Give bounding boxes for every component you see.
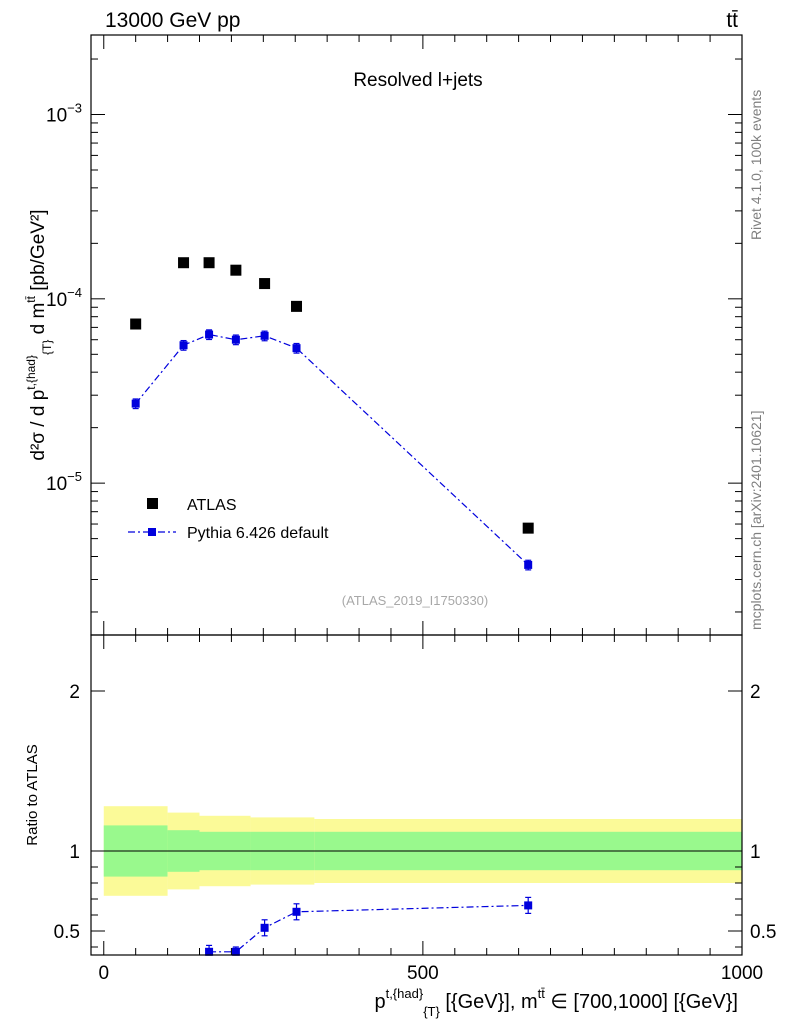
ratio-y-axis-label: Ratio to ATLAS [24,744,41,845]
pythia-data-point [131,399,140,408]
panel-title: Resolved l+jets [353,70,482,91]
legend-marker-atlas [147,498,158,509]
main-x-ticks [103,35,743,635]
main-y-tick-label: 10−5 [46,469,82,495]
rivet-version-label: Rivet 4.1.0, 100k events [748,90,764,240]
ratio-y-ticks: 0.5 0.5 1 1 2 2 [54,682,776,948]
atlas-data-point [259,278,271,290]
pythia-data-point [260,331,269,340]
main-panel-frame [90,34,743,636]
ratio-data-point [524,901,533,910]
pythia-data-point [205,330,214,339]
legend-marker-pythia [148,528,156,536]
ratio-x-ticks: 0 500 1000 [98,635,763,984]
main-y-tick-label: 10−3 [46,101,82,127]
ratio-pythia-line [209,904,529,953]
header-energy-label: 13000 GeV pp [105,9,240,32]
main-panel: 10−3 10−4 10−5 Resolved l+jets (ATLAS_2019… [24,34,743,636]
legend: ATLAS Pythia 6.426 default [128,497,329,542]
ratio-panel-frame [90,634,743,956]
pythia-data-point [292,344,301,353]
pythia-data-point [524,560,533,569]
x-tick-label: 500 [407,963,439,984]
main-y-axis-label: d²σ / d pt,{had}{T} d mtt̄ [pb/GeV²] [24,209,54,460]
x-tick-label: 0 [98,963,109,984]
atlas-data-point [178,257,190,269]
mcplots-label: mcplots.cern.ch [arXiv:2401.10621] [748,411,764,630]
pythia-data-point [231,335,240,344]
ratio-data-point [292,907,301,916]
ratio-data-point [205,947,214,956]
atlas-data-point [203,257,215,269]
legend-label-atlas: ATLAS [187,497,237,514]
main-y-ticks: 10−3 10−4 10−5 [46,58,742,613]
main-y-tick-label: 10−4 [46,285,82,311]
ratio-y-tick-label: 2 [69,682,80,703]
atlas-data-point [291,300,303,312]
ratio-y-tick-label-right: 1 [750,842,761,863]
ratio-y-tick-label: 0.5 [54,922,80,943]
ratio-y-tick-label-right: 0.5 [750,922,776,943]
ratio-series-layer [205,896,533,956]
header-process-label: tt̄ [726,9,738,32]
legend-label-pythia: Pythia 6.426 default [187,525,329,542]
ratio-panel: 0.5 0.5 1 1 2 2 0 500 1000 Ratio to ATLAS [24,634,776,984]
main-series-layer [130,257,534,571]
pythia-data-point [179,341,188,350]
x-axis-label: pt,{had}{T} [{GeV}], mtt̄ ∈ [700,1000] [… [374,986,738,1019]
ratio-data-point [231,947,240,956]
ratio-data-point [260,923,269,932]
atlas-data-point [230,264,242,276]
ratio-y-tick-label-right: 2 [750,682,761,703]
ratio-y-tick-label: 1 [69,842,80,863]
atlas-data-point [522,522,534,534]
atlas-data-point [130,318,142,330]
x-tick-label: 1000 [721,963,763,984]
analysis-watermark: (ATLAS_2019_I1750330) [342,593,488,608]
